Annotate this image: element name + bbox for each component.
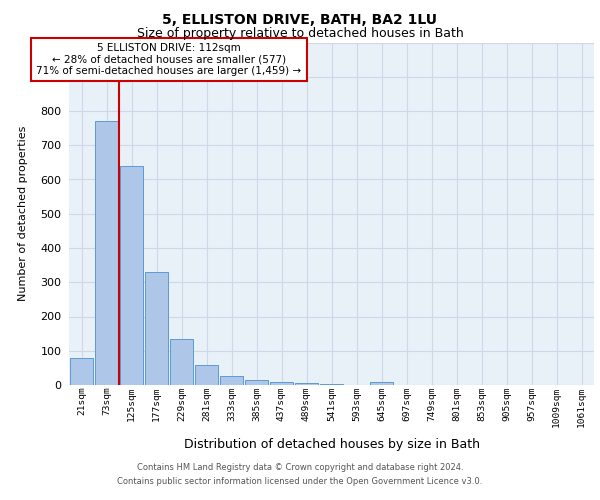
Bar (170, 339, 193, 385)
Y-axis label: Number of detached properties: Number of detached properties (18, 126, 28, 302)
Bar (320, 384, 343, 385)
Text: 5, ELLISTON DRIVE, BATH, BA2 1LU: 5, ELLISTON DRIVE, BATH, BA2 1LU (163, 12, 437, 26)
Bar (145, 272, 168, 385)
Bar (70, 358, 93, 385)
Bar (370, 382, 393, 385)
Bar (270, 382, 293, 385)
X-axis label: Distribution of detached houses by size in Bath: Distribution of detached houses by size … (184, 438, 479, 451)
Bar (120, 166, 143, 385)
Bar (245, 380, 268, 385)
Text: 5 ELLISTON DRIVE: 112sqm
← 28% of detached houses are smaller (577)
71% of semi-: 5 ELLISTON DRIVE: 112sqm ← 28% of detach… (37, 43, 302, 76)
Bar (95, 122, 118, 385)
Text: Size of property relative to detached houses in Bath: Size of property relative to detached ho… (137, 28, 463, 40)
Text: Contains public sector information licensed under the Open Government Licence v3: Contains public sector information licen… (118, 477, 482, 486)
Bar (220, 376, 243, 385)
Text: Contains HM Land Registry data © Crown copyright and database right 2024.: Contains HM Land Registry data © Crown c… (137, 464, 463, 472)
Bar (295, 384, 318, 385)
Bar (195, 365, 218, 385)
